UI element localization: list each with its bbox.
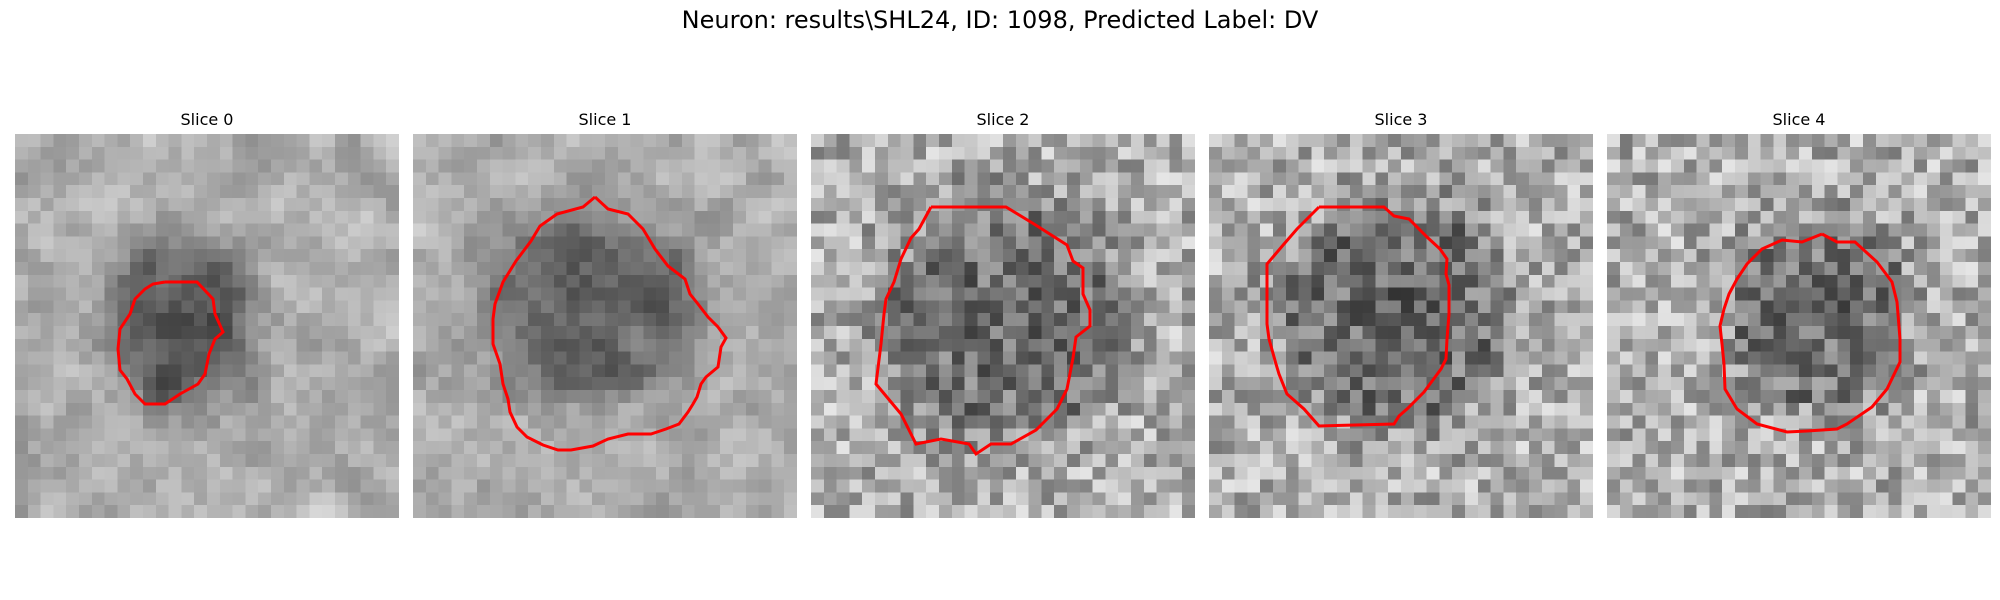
- slice-title: Slice 2: [976, 110, 1030, 129]
- cell-contour-line: [116, 280, 225, 406]
- cell-contour-line: [874, 205, 1092, 457]
- cell-contour: [874, 205, 1092, 457]
- slice-title: Slice 1: [578, 110, 632, 129]
- slice-panel-1: Slice 1: [413, 110, 797, 518]
- cell-contour-line: [1265, 205, 1451, 428]
- cell-contour: [1265, 205, 1451, 428]
- cell-contour-line: [491, 195, 728, 452]
- slice-panel-4: Slice 4: [1607, 110, 1991, 518]
- slice-pixels: [1607, 134, 1991, 518]
- slice-image: [15, 134, 399, 518]
- slice-panel-3: Slice 3: [1209, 110, 1593, 518]
- cell-contour: [491, 195, 728, 452]
- slice-panel-0: Slice 0: [15, 110, 399, 518]
- slice-pixels: [413, 134, 797, 518]
- figure-title: Neuron: results\SHL24, ID: 1098, Predict…: [681, 6, 1319, 34]
- slice-image: [413, 134, 797, 518]
- cell-contour-line: [1718, 232, 1902, 434]
- slice-pixels: [811, 134, 1195, 518]
- slice-pixels: [15, 134, 399, 518]
- slice-panel-2: Slice 2: [811, 110, 1195, 518]
- slice-image: [811, 134, 1195, 518]
- slice-image: [1209, 134, 1593, 518]
- cell-contour: [1718, 232, 1902, 434]
- cell-contour: [116, 280, 225, 406]
- slice-title: Slice 4: [1772, 110, 1826, 129]
- slice-image: [1607, 134, 1991, 518]
- slice-title: Slice 3: [1374, 110, 1428, 129]
- slice-title: Slice 0: [180, 110, 234, 129]
- slice-pixels: [1209, 134, 1593, 518]
